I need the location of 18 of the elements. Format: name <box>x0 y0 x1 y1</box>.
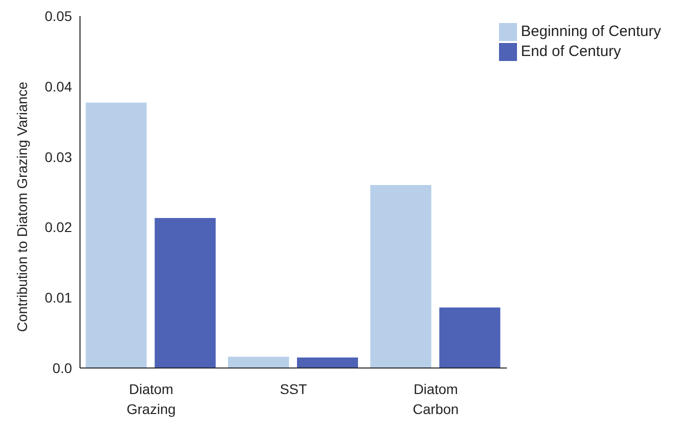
y-tick-label: 0.01 <box>44 290 72 306</box>
y-tick-label: 0.0 <box>52 360 72 376</box>
y-axis-title: Contribution to Diatom Grazing Variance <box>14 81 30 332</box>
y-tick-label: 0.05 <box>44 8 72 24</box>
y-tick-label: 0.02 <box>44 219 72 236</box>
x-tick-label: Diatom Grazing <box>126 381 176 417</box>
bar <box>296 357 358 368</box>
y-tick-label: 0.04 <box>44 78 72 94</box>
bar <box>439 307 500 368</box>
bar <box>370 184 432 368</box>
bar <box>86 102 147 368</box>
x-tick-label: Diatom Carbon <box>412 381 459 417</box>
bar <box>154 218 216 368</box>
bar <box>228 356 289 368</box>
x-tick-label: SST <box>280 381 308 397</box>
legend-label: End of Century <box>520 43 621 60</box>
y-tick-label: 0.03 <box>44 148 72 165</box>
legend-label: Beginning of Century <box>520 23 661 40</box>
